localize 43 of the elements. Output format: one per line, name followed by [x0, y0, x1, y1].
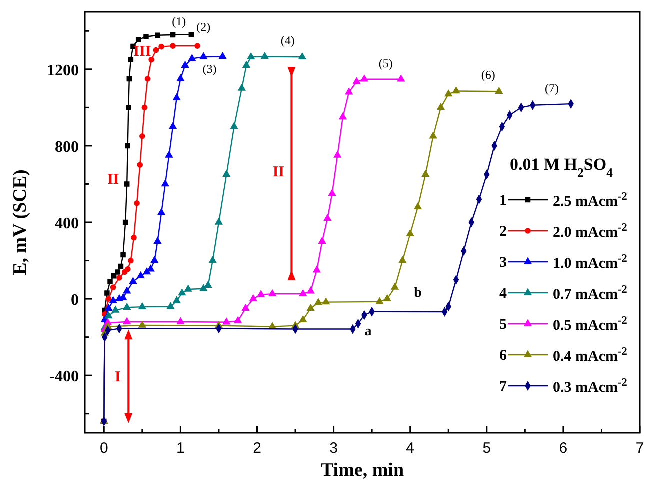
y-tick-label: 400 — [55, 216, 79, 232]
x-tick-label: 1 — [176, 440, 185, 457]
annotation: I — [114, 369, 121, 386]
annotation: (5) — [378, 56, 393, 70]
x-tick-label: 6 — [559, 440, 568, 457]
annotation: 3 — [500, 255, 507, 271]
y-tick-label: 1200 — [47, 62, 79, 80]
y-tick-label: 0 — [71, 292, 79, 310]
annotation: (4) — [280, 34, 295, 48]
x-axis-title: Time, min — [320, 460, 404, 481]
annotation: II — [107, 172, 120, 188]
legend-label: 0.4 mAcm$^{-2}$ — [553, 346, 628, 365]
annotation: (6) — [481, 68, 496, 82]
annotation: 2 — [500, 224, 507, 240]
legend-label: 2.0 mAcm$^{-2}$ — [553, 222, 628, 241]
annotation: II — [272, 164, 285, 181]
x-tick-label: 0 — [100, 440, 108, 457]
x-tick-label: 7 — [636, 440, 644, 457]
legend-label: 2.5 mAcm$^{-2}$ — [553, 191, 628, 210]
annotation: b — [414, 286, 422, 302]
y-axis-title: E, mV (SCE) — [10, 170, 31, 276]
legend-label: 0.3 mAcm$^{-2}$ — [553, 377, 628, 396]
y-tick-label: 800 — [55, 138, 79, 156]
legend-title: 0.01 M H$_{2}$SO$_{4}$ — [510, 155, 614, 180]
annotation: 1 — [500, 193, 507, 209]
x-tick-label: 2 — [253, 440, 262, 457]
annotation: (1) — [172, 14, 186, 28]
annotation: 6 — [500, 348, 508, 364]
y-tick-label: -400 — [50, 368, 79, 386]
legend-label: 0.7 mAcm$^{-2}$ — [553, 284, 628, 303]
annotation: (2) — [196, 20, 211, 34]
x-tick-label: 5 — [482, 440, 492, 457]
annotation: 5 — [500, 317, 507, 333]
annotation: 4 — [500, 286, 508, 302]
legend-label: 0.5 mAcm$^{-2}$ — [553, 315, 628, 334]
x-tick-label: 4 — [406, 440, 415, 457]
annotation: a — [364, 324, 372, 340]
annotation: III — [134, 44, 152, 60]
annotation: (3) — [202, 62, 217, 76]
legend-label: 1.0 mAcm$^{-2}$ — [553, 253, 628, 272]
x-tick-label: 3 — [330, 440, 338, 457]
annotation: (7) — [544, 81, 559, 96]
annotation: 7 — [500, 379, 508, 395]
